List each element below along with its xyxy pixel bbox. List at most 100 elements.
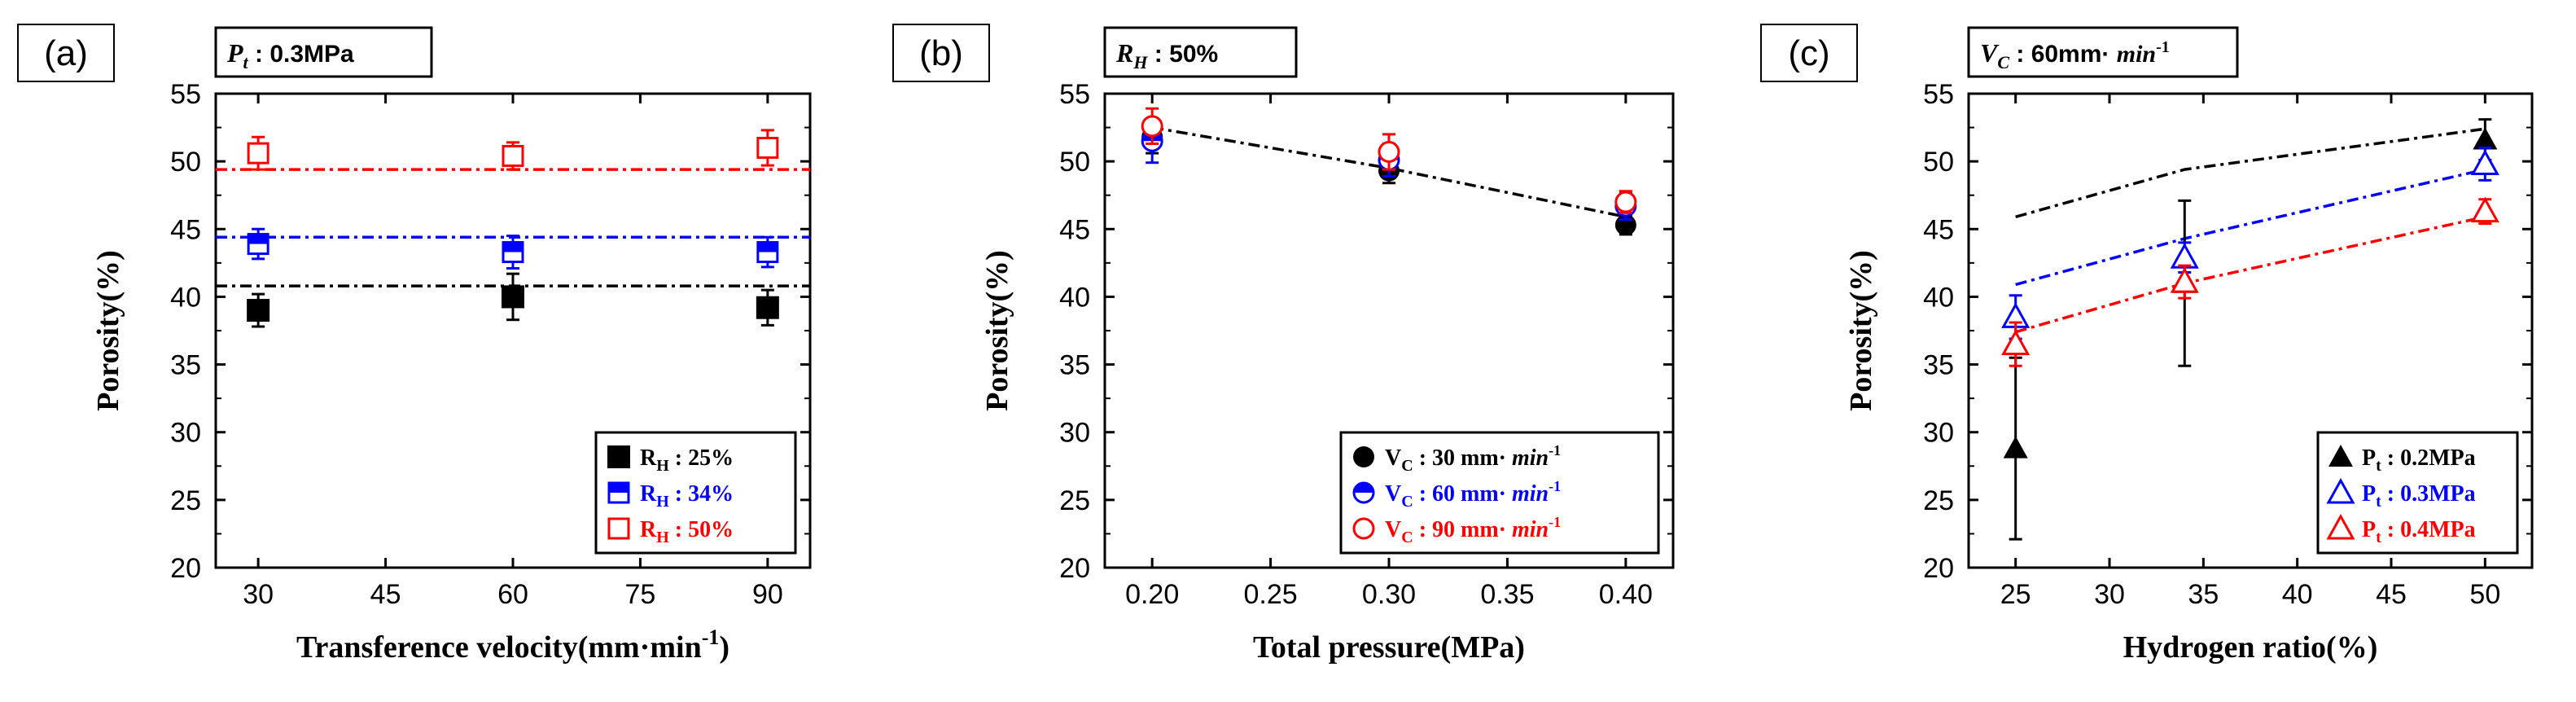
condition-box (214, 26, 433, 78)
legend-entry-unit: min (1512, 445, 1549, 471)
y-tick-label: 50 (1923, 147, 1954, 178)
x-tick-label: 40 (2282, 579, 2313, 610)
legend-entry-superscript: -1 (1549, 478, 1561, 494)
legend-entry-text: : 50% (669, 517, 734, 542)
legend-entry: Pt : 0.3MPa (2362, 481, 2476, 511)
condition-symbol: R (1115, 38, 1133, 68)
legend-marker-fill (1354, 483, 1373, 493)
condition-subscript: t (243, 52, 249, 72)
legend-entry-prefix: R (640, 481, 657, 507)
legend-entry: RH : 25% (640, 445, 734, 475)
condition-subscript: H (1132, 52, 1148, 72)
x-tick-label: 90 (752, 579, 783, 610)
y-axis-label: Porosity(%) (980, 250, 1014, 411)
condition-unit: min (2117, 41, 2156, 68)
data-point (502, 285, 524, 309)
legend-box (1339, 431, 1660, 555)
legend-marker (607, 445, 630, 468)
data-point (756, 137, 779, 160)
data-point (502, 241, 524, 264)
x-tick-label: 60 (497, 579, 528, 610)
series-1-trend-line (2015, 127, 2486, 219)
legend-entry: VC : 60 mm· min-1 (1385, 478, 1561, 511)
legend-entry-subscript: H (656, 529, 669, 546)
series-1 (247, 272, 779, 328)
legend-marker (607, 517, 630, 540)
legend-entry-subscript: H (656, 493, 669, 511)
data-point (247, 233, 269, 256)
panel-label: (c) (1788, 33, 1829, 73)
y-tick-label: 35 (1923, 350, 1954, 381)
data-point-fill (757, 242, 778, 252)
x-axis-label: Transference velocity(mm·min-1) (296, 625, 729, 665)
y-tick-label: 55 (1923, 79, 1954, 110)
legend-entry-superscript: -1 (1549, 514, 1561, 530)
y-tick-label: 40 (170, 282, 201, 313)
legend-entry-text: : 0.3MPa (2381, 481, 2476, 507)
legend-entry-text: : 90 mm· (1413, 517, 1512, 542)
legend-entry: VC : 30 mm· min-1 (1385, 442, 1561, 475)
legend-entry-subscript: t (2376, 493, 2381, 511)
series-3 (2001, 196, 2499, 367)
condition-subscript: C (1997, 52, 2009, 72)
legend-entry-prefix: R (640, 445, 657, 471)
legend-entry-unit: min (1512, 517, 1549, 542)
legend-entry-text: : 0.2MPa (2381, 445, 2476, 471)
data-point (756, 241, 779, 264)
y-tick-label: 20 (170, 553, 201, 584)
legend-entry-prefix: P (2362, 445, 2376, 471)
x-tick-label: 35 (2188, 579, 2219, 610)
x-axis-label-superscript: -1 (702, 625, 720, 649)
legend-marker (1352, 481, 1375, 504)
series-2 (247, 227, 779, 270)
x-tick-label: 0.40 (1599, 579, 1653, 610)
legend-marker (2326, 513, 2355, 540)
data-point (2003, 436, 2028, 458)
chart-panel-2: (b) RH : 50% 20 25 30 35 40 45 50 55 0.20 0.25 0.30 0… (892, 24, 1675, 665)
data-point (2170, 267, 2199, 293)
legend-entry-subscript: t (2376, 457, 2381, 475)
data-point-fill (248, 234, 269, 244)
x-tick-label: 0.20 (1125, 579, 1179, 610)
y-tick-label: 30 (170, 418, 201, 449)
y-tick-label: 40 (1059, 282, 1090, 313)
chart-panel-1: (a) Pt : 0.3MPa 20 25 30 35 40 45 50 55 30 45 60 75 90… (17, 24, 812, 665)
condition-box (1967, 26, 2239, 78)
legend-entry-text: : 25% (669, 445, 734, 471)
data-point (1141, 115, 1163, 138)
x-axis-label-close: ) (719, 630, 729, 665)
data-point (1378, 141, 1400, 164)
y-tick-label: 25 (1059, 485, 1090, 516)
legend-entry-prefix: V (1385, 481, 1401, 507)
legend-entry: Pt : 0.2MPa (2362, 445, 2476, 475)
data-point (2473, 127, 2498, 150)
legend-entry-text: : 60 mm· (1413, 481, 1512, 507)
x-tick-label: 45 (2376, 579, 2407, 610)
legend-entry-subscript: C (1401, 529, 1413, 546)
y-axis-label: Porosity(%) (91, 250, 125, 411)
x-tick-label: 0.30 (1362, 579, 1416, 610)
y-tick-label: 55 (170, 79, 201, 110)
y-tick-label: 40 (1923, 282, 1954, 313)
legend-entry-subscript: t (2376, 529, 2381, 546)
legend-entry-prefix: R (640, 517, 657, 542)
condition-superscript: -1 (2156, 38, 2170, 56)
data-point (2170, 243, 2199, 269)
legend-entry-text: : 0.4MPa (2381, 517, 2476, 542)
legend-entry-subscript: C (1401, 493, 1413, 511)
data-point (2470, 149, 2499, 175)
series-2 (2001, 147, 2499, 340)
x-tick-label: 30 (2094, 579, 2125, 610)
data-point (247, 299, 270, 322)
y-tick-label: 25 (170, 485, 201, 516)
legend-entry-prefix: P (2362, 517, 2376, 542)
condition-label: RH : 50% (1115, 38, 1218, 72)
condition-text: : 50% (1147, 41, 1218, 68)
series-3 (247, 129, 779, 171)
data-point (502, 144, 524, 167)
y-tick-label: 30 (1923, 418, 1954, 449)
legend-marker-fill (609, 483, 629, 493)
legend-entry-prefix: P (2362, 481, 2376, 507)
legend-entry: Pt : 0.4MPa (2362, 517, 2476, 546)
y-tick-label: 50 (170, 147, 201, 178)
